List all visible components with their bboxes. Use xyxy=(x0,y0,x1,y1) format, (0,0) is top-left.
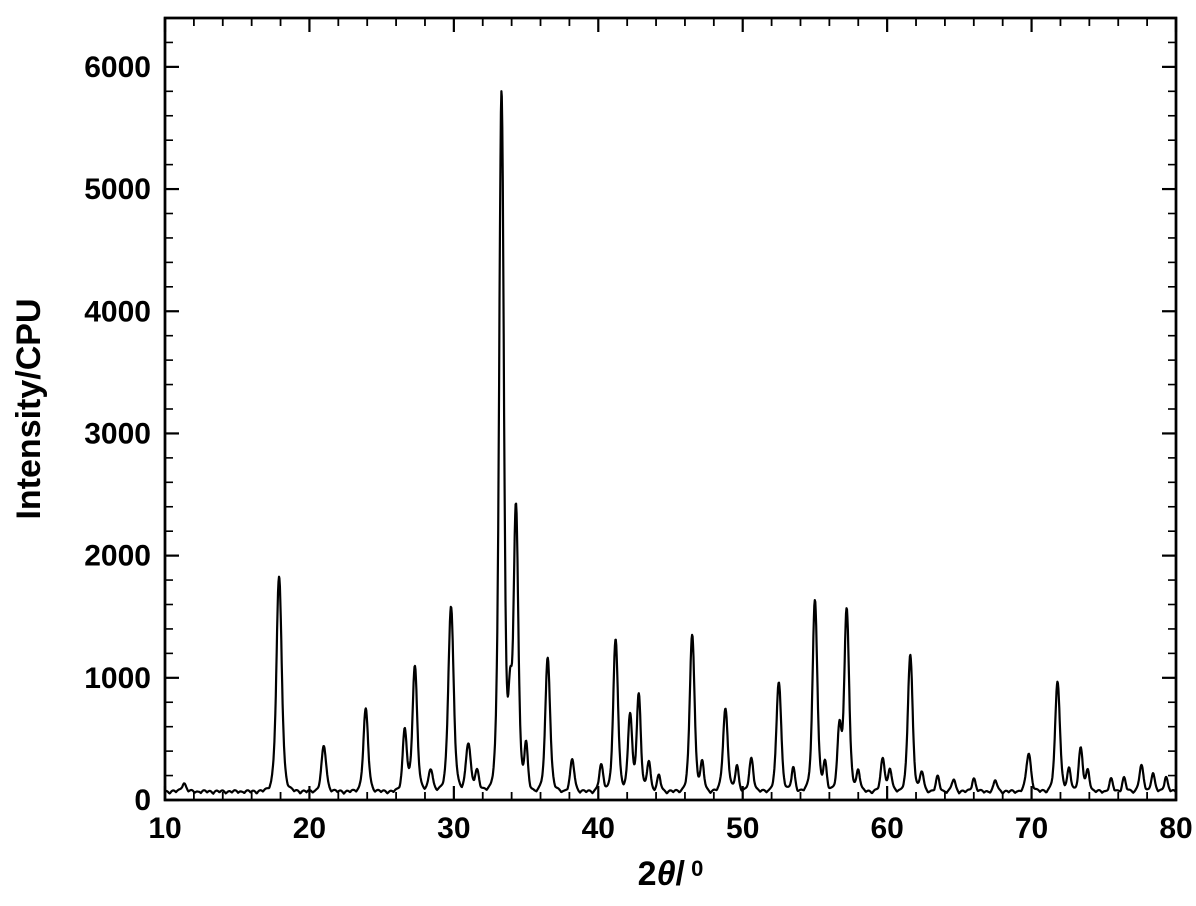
svg-text:10: 10 xyxy=(148,812,181,845)
svg-text:2000: 2000 xyxy=(84,540,151,573)
svg-text:50: 50 xyxy=(726,812,759,845)
svg-text:4000: 4000 xyxy=(84,295,151,328)
svg-text:70: 70 xyxy=(1015,812,1048,845)
svg-text:0: 0 xyxy=(134,784,151,817)
chart-svg: 10 20 30 40 50 60 70 80 0 1000 2000 3000 4000 5000 600… xyxy=(0,0,1196,906)
xrd-chart: 10 20 30 40 50 60 70 80 0 1000 2000 3000 4000 5000 600… xyxy=(0,0,1196,906)
svg-text:5000: 5000 xyxy=(84,173,151,206)
svg-text:1000: 1000 xyxy=(84,662,151,695)
svg-text:60: 60 xyxy=(870,812,903,845)
y-axis-label: Intensity/CPU xyxy=(10,298,48,519)
svg-text:3000: 3000 xyxy=(84,417,151,450)
svg-text:30: 30 xyxy=(437,812,470,845)
svg-text:40: 40 xyxy=(582,812,615,845)
svg-text:6000: 6000 xyxy=(84,51,151,84)
svg-text:80: 80 xyxy=(1159,812,1192,845)
svg-text:20: 20 xyxy=(293,812,326,845)
